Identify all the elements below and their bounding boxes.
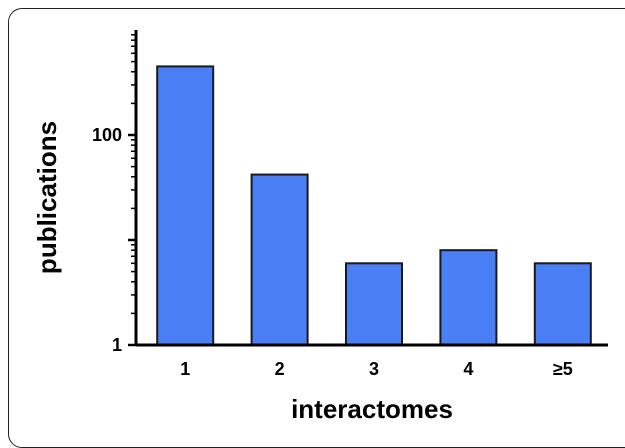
bar-chart: 1 100 1 2 3 4 ≥5 interactomes publications bbox=[32, 30, 608, 422]
bar-3 bbox=[345, 262, 403, 347]
axes-group bbox=[134, 30, 608, 347]
x-tick-label: 4 bbox=[463, 359, 473, 379]
x-axis-label: interactomes bbox=[291, 394, 453, 422]
bar-2 bbox=[250, 173, 309, 346]
y-tick-label: 1 bbox=[112, 335, 122, 355]
x-ticks-group: 1 2 3 4 ≥5 bbox=[180, 359, 573, 379]
y-ticks-group: 1 100 bbox=[92, 34, 136, 355]
bars-group bbox=[156, 65, 592, 347]
x-tick-label: 3 bbox=[369, 359, 379, 379]
bar-4 bbox=[439, 249, 498, 346]
x-tick-label: 1 bbox=[180, 359, 190, 379]
x-tick-label: ≥5 bbox=[553, 359, 573, 379]
x-tick-label: 2 bbox=[275, 359, 285, 379]
bar-5 bbox=[533, 262, 592, 347]
y-tick-label: 100 bbox=[92, 125, 122, 145]
bar-1 bbox=[156, 65, 215, 346]
y-axis-label: publications bbox=[32, 121, 62, 274]
